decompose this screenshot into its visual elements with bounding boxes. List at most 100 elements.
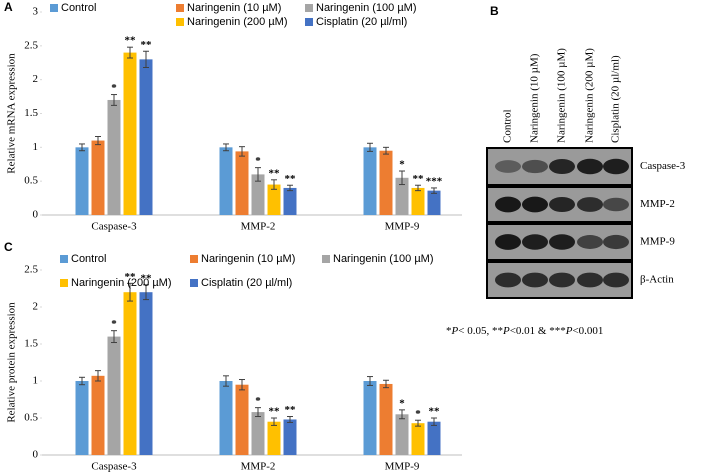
bar <box>219 381 233 455</box>
error-bar <box>79 376 85 386</box>
band-label: MMP-9 <box>640 236 675 248</box>
legend-label: Naringenin (10 µM) <box>187 2 281 14</box>
significance-label: ** <box>125 271 137 283</box>
y-tick-label: 1.5 <box>24 107 38 119</box>
error-bar <box>223 143 229 152</box>
band-label: MMP-2 <box>640 198 675 210</box>
significance-label: ** <box>429 406 441 418</box>
panel-label: A <box>4 0 13 14</box>
legend-swatch <box>176 18 184 26</box>
bar <box>219 147 233 215</box>
legend-swatch <box>305 18 313 26</box>
bar <box>91 140 105 215</box>
bar <box>363 381 377 455</box>
error-bar <box>287 416 293 423</box>
y-tick-label: 0 <box>33 209 39 221</box>
blot-band <box>549 158 575 175</box>
legend-swatch <box>305 4 313 12</box>
legend-label: Naringenin (200 µM) <box>71 277 172 289</box>
bar <box>283 419 297 455</box>
footnote-part: * <box>446 325 452 337</box>
legend-label: Cisplatin (20 µl/ml) <box>316 16 407 28</box>
y-axis-label: Relative protein expression <box>6 302 18 423</box>
blot-band <box>549 234 575 250</box>
bar <box>75 147 89 215</box>
error-bar <box>239 146 245 157</box>
bar <box>251 174 265 215</box>
error-bar <box>223 375 229 387</box>
significance-label: * <box>399 159 405 171</box>
blot-band <box>577 158 603 175</box>
bar <box>139 292 153 455</box>
bar <box>283 187 297 215</box>
band-label: Caspase-3 <box>640 160 686 172</box>
footnote-part: P <box>502 325 510 337</box>
significance-label: *** <box>426 175 443 187</box>
bar <box>379 150 393 215</box>
bar <box>411 187 425 215</box>
error-bar <box>415 419 421 427</box>
significance-label: ** <box>125 35 137 47</box>
x-tick-label: MMP-2 <box>241 221 276 233</box>
y-tick-label: 1.5 <box>24 338 38 350</box>
bar <box>91 375 105 455</box>
panel-label: B <box>490 4 499 18</box>
bar <box>427 421 441 455</box>
error-bar <box>383 379 389 389</box>
blot-band <box>577 235 603 249</box>
error-bar <box>111 94 117 106</box>
error-bar <box>271 417 277 426</box>
blot-band <box>522 234 548 250</box>
blot-band <box>495 272 521 288</box>
significance-label: ** <box>269 406 281 418</box>
bar <box>75 381 89 455</box>
error-bar <box>287 184 293 192</box>
significance-label: * <box>415 408 421 420</box>
bar <box>251 412 265 455</box>
error-bar <box>383 146 389 155</box>
error-bar <box>415 184 421 192</box>
blot-band <box>522 159 548 174</box>
legend-swatch <box>60 279 68 287</box>
significance-label: ** <box>285 173 297 185</box>
x-tick-label: MMP-9 <box>385 461 420 473</box>
y-tick-label: 2.5 <box>24 39 38 51</box>
error-bar <box>127 46 133 59</box>
legend-swatch <box>50 4 58 12</box>
significance-label: ** <box>285 404 297 416</box>
footnote-part: P <box>451 325 459 337</box>
legend-swatch <box>176 4 184 12</box>
legend-swatch <box>190 255 198 263</box>
bar <box>123 52 137 215</box>
blot-band <box>603 197 629 212</box>
legend-label: Cisplatin (20 µl/ml) <box>201 277 292 289</box>
x-tick-label: MMP-9 <box>385 221 420 233</box>
blot-band <box>603 158 629 175</box>
significance-label: ** <box>269 167 281 179</box>
bar <box>379 383 393 455</box>
blot-band <box>495 196 521 213</box>
error-bar <box>367 142 373 152</box>
error-bar <box>255 167 261 182</box>
legend-label: Naringenin (100 µM) <box>316 2 417 14</box>
legend-label: Naringenin (200 µM) <box>187 16 288 28</box>
legend-swatch <box>190 279 198 287</box>
footnote-part: <0.001 <box>572 325 603 337</box>
bar <box>139 59 153 215</box>
band-label: β-Actin <box>640 274 674 286</box>
error-bar <box>111 330 117 344</box>
lane-label: Naringenin (100 µM) <box>556 48 568 143</box>
bar <box>107 336 121 455</box>
error-bar <box>143 50 149 68</box>
panel-label: C <box>4 240 13 254</box>
error-bar <box>95 136 101 146</box>
bar <box>395 177 409 215</box>
blot-band <box>495 234 521 250</box>
blot-band <box>549 272 575 288</box>
y-tick-label: 3 <box>33 6 39 18</box>
significance-label: * <box>399 397 405 409</box>
blot-band <box>522 196 548 213</box>
footnote-part: < 0.05, ** <box>458 325 503 337</box>
lane-label: Naringenin (10 µM) <box>529 53 541 143</box>
